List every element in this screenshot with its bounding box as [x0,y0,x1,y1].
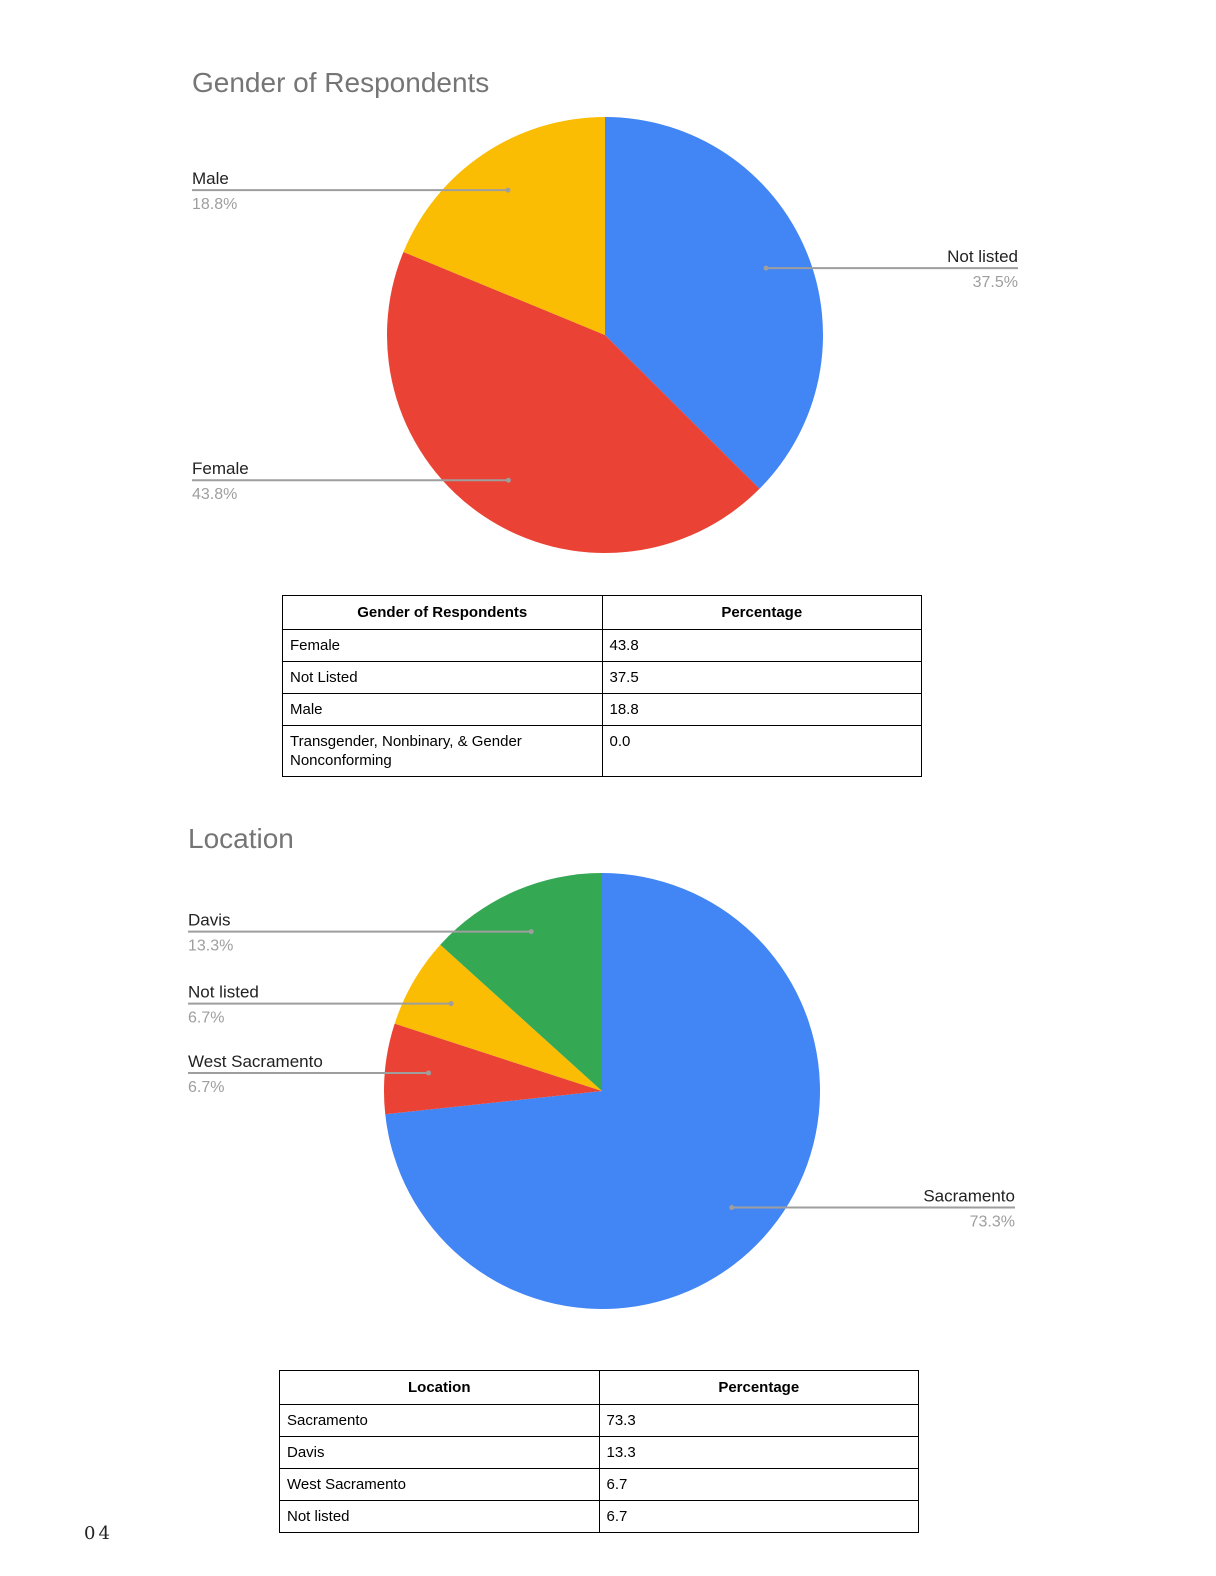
header-row: Gender of Respondents Percentage [282,595,922,630]
data-table: Location Percentage Sacramento 73.3 Davis 13.… [279,1370,919,1533]
pie-slice [385,873,821,1309]
pie-slice [394,944,602,1091]
page-number: 04 [84,1523,113,1544]
table-cell: 0.0 [601,725,922,777]
pie-slice [403,117,605,335]
table-row: Not listed 6.7 [279,1500,919,1533]
leader-dot [729,1205,735,1211]
chart-title: Location [188,823,294,854]
table-cell: Sacramento [279,1404,600,1437]
leader-dot [505,477,511,483]
slice-label: Male [192,169,229,188]
header-cell: Percentage [598,1370,919,1405]
table-cell: 6.7 [598,1468,919,1501]
table-row: Davis 13.3 [279,1436,919,1469]
table-cell: 43.8 [601,629,922,662]
table-cell: Transgender, Nonbinary, & Gender Nonconf… [282,725,603,777]
slice-label: Female [192,459,249,478]
table-row: Sacramento 73.3 [279,1404,919,1437]
table-row: Not Listed 37.5 [282,661,922,694]
data-table: Gender of Respondents Percentage Female 43.… [282,595,922,777]
leader-dot [448,1001,454,1007]
pie-slice [605,117,823,489]
pie-slice [386,251,760,554]
table-row: Transgender, Nonbinary, & Gender Nonconf… [282,725,922,777]
chart-title: Gender of Respondents [192,67,489,98]
header-cell: Location [279,1370,600,1405]
leader-dot [426,1070,432,1076]
leader-dot [528,929,534,935]
table-cell: Davis [279,1436,600,1469]
pie-slice [384,1023,602,1115]
leader-dot [505,187,511,193]
slice-value-label: 6.7% [188,1010,224,1027]
slice-label: Not listed [947,247,1018,266]
table-cell: 13.3 [598,1436,919,1469]
table-row: Male 18.8 [282,693,922,726]
slice-value-label: 73.3% [970,1214,1015,1231]
table-cell: Not Listed [282,661,603,694]
table-row: Female 43.8 [282,629,922,662]
table-row: West Sacramento 6.7 [279,1468,919,1501]
table-cell: Female [282,629,603,662]
header-cell: Percentage [601,595,922,630]
slice-value-label: 13.3% [188,938,233,955]
slice-label: West Sacramento [188,1052,323,1071]
slice-value-label: 6.7% [188,1079,224,1096]
table-cell: 37.5 [601,661,922,694]
slice-value-label: 37.5% [973,274,1018,291]
slice-label: Not listed [188,983,259,1002]
header-row: Location Percentage [279,1370,919,1405]
leader-dot [763,265,769,271]
table-cell: 73.3 [598,1404,919,1437]
slice-value-label: 43.8% [192,486,237,503]
header-cell: Gender of Respondents [282,595,603,630]
slice-value-label: 18.8% [192,196,237,213]
table-cell: Male [282,693,603,726]
table-cell: Not listed [279,1500,600,1533]
slice-label: Sacramento [923,1187,1015,1206]
table-cell: West Sacramento [279,1468,600,1501]
slice-label: Davis [188,911,231,930]
table-cell: 6.7 [598,1500,919,1533]
table-cell: 18.8 [601,693,922,726]
pie-slice [440,873,602,1091]
